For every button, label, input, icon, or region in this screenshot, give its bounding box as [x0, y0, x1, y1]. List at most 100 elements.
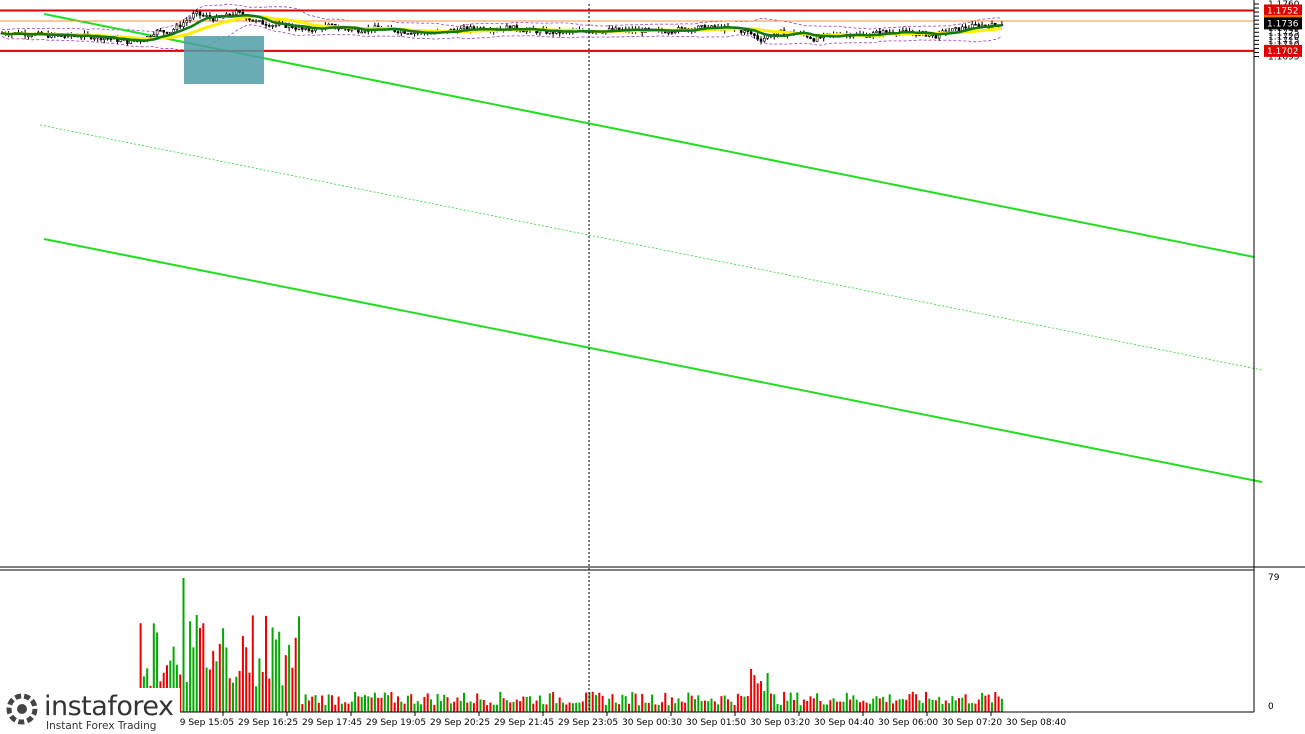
volume-bar — [760, 681, 762, 712]
volume-bar — [776, 703, 779, 712]
volume-bar — [862, 700, 865, 712]
volume-bar — [311, 696, 314, 712]
candle-body — [964, 26, 967, 29]
volume-bar — [360, 696, 363, 712]
candle-body — [192, 13, 195, 19]
volume-bar — [604, 704, 607, 712]
volume-bar — [654, 704, 657, 712]
volume-bar — [915, 694, 918, 712]
candle-body — [462, 26, 466, 29]
volume-bar — [783, 691, 786, 712]
volume-bar — [634, 693, 637, 712]
volume-bar — [918, 700, 921, 712]
time-tick-label: 29 Sep 16:25 — [238, 718, 298, 728]
volume-bar — [911, 691, 914, 712]
candle-body — [993, 23, 997, 25]
volume-bar — [258, 658, 261, 712]
volume-bar — [215, 661, 218, 712]
volume-bar — [281, 685, 284, 712]
volume-bar — [548, 693, 551, 712]
volume-bar — [707, 701, 710, 712]
volume-bar — [199, 628, 201, 712]
candle-body — [261, 20, 265, 25]
volume-bar — [816, 693, 819, 712]
volume-bar — [347, 703, 350, 712]
candle-body — [109, 38, 113, 40]
volume-bar — [317, 702, 320, 712]
candle-body — [700, 25, 703, 27]
candle-body — [885, 30, 888, 33]
volume-bar — [743, 696, 746, 712]
volume-bar — [515, 699, 518, 712]
volume-bar — [829, 700, 832, 712]
candle-body — [172, 29, 175, 33]
volume-bar — [614, 702, 617, 712]
volume-bar — [591, 691, 594, 712]
volume-bar — [802, 699, 805, 712]
volume-bar — [868, 703, 871, 712]
candle-body — [175, 24, 179, 30]
upper-band — [1, 3, 1003, 33]
volume-bar — [489, 702, 492, 712]
volume-bar — [403, 703, 406, 712]
volume-bar — [245, 647, 248, 712]
volume-bar — [152, 623, 155, 712]
volume-bar — [433, 704, 436, 712]
volume-bar — [208, 669, 211, 712]
volume-bar — [542, 704, 545, 712]
volume-bar — [482, 699, 485, 712]
volume-bar — [601, 695, 604, 712]
volume-bar — [826, 704, 828, 712]
candle-body — [248, 18, 251, 21]
time-tick-label: 29 Sep 20:25 — [430, 718, 490, 728]
volume-bar — [406, 695, 409, 712]
price-tick-label: 1.1720 — [1268, 32, 1300, 42]
volume-bar — [832, 698, 835, 712]
volume-bar — [931, 699, 934, 712]
volume-bar — [575, 702, 578, 712]
volume-bar — [169, 660, 172, 712]
volume-bar — [987, 694, 990, 712]
volume-bar — [344, 702, 347, 712]
volume-bar — [717, 704, 720, 712]
volume-bar — [443, 694, 446, 712]
volume-bar — [898, 699, 901, 712]
volume-bar — [859, 702, 861, 712]
volume-bar — [657, 704, 660, 712]
volume-bar — [938, 696, 941, 712]
volume-bar — [934, 700, 937, 712]
volume-bar — [608, 698, 611, 712]
volume-bar — [779, 704, 782, 712]
candle-body — [235, 10, 238, 15]
candle-body — [696, 25, 700, 29]
time-tick-label: 30 Sep 08:40 — [1006, 718, 1066, 728]
volume-bar — [241, 635, 244, 712]
volume-bar — [948, 703, 951, 712]
volume-bar — [746, 696, 749, 712]
volume-bar — [466, 702, 469, 712]
candle-body — [931, 34, 934, 37]
volume-bar — [265, 615, 267, 712]
volume-bar — [373, 692, 376, 712]
volume-bar — [852, 695, 855, 712]
volume-bar — [967, 703, 970, 712]
candle-body — [297, 27, 301, 30]
channel-lower-line — [43, 238, 1263, 483]
instaforex-logo: instaforex Instant Forex Trading — [0, 688, 180, 734]
candle-body — [399, 30, 403, 34]
candle-body — [396, 31, 400, 34]
volume-bar — [667, 705, 670, 712]
volume-bar — [618, 704, 621, 712]
candle-body — [159, 30, 162, 32]
volume-bar — [496, 704, 498, 712]
volume-bar — [568, 702, 571, 712]
candle-body — [347, 28, 350, 31]
volume-bar — [892, 703, 894, 712]
chart-frame — [0, 0, 1305, 713]
volume-bar — [449, 703, 452, 712]
volume-bar — [390, 691, 393, 712]
volume-bar — [750, 668, 753, 712]
volume-bar — [713, 701, 716, 712]
volume-bar — [218, 643, 221, 712]
